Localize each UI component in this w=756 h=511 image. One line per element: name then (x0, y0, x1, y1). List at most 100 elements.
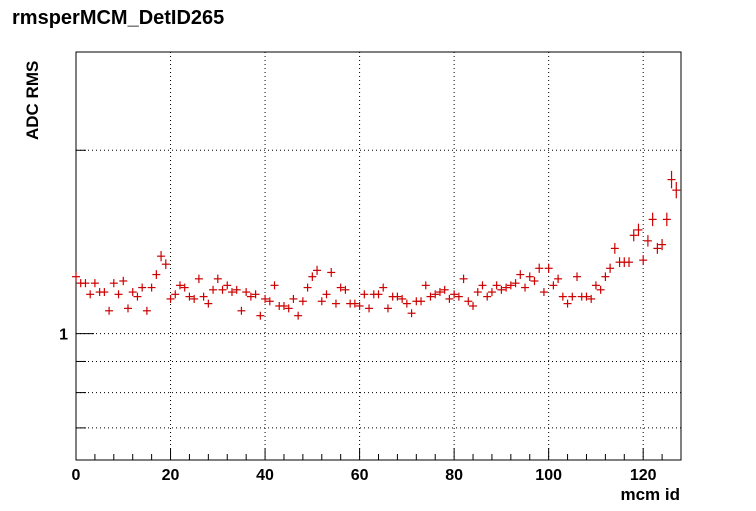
data-point (209, 285, 218, 294)
data-point (525, 272, 534, 282)
data-point (360, 290, 369, 299)
data-point (582, 292, 591, 301)
x-tick-label: 20 (162, 467, 180, 484)
data-point (426, 292, 435, 301)
x-tick-label: 40 (256, 467, 274, 484)
chart-title: rmsperMCM_DetID265 (12, 7, 224, 29)
data-point (298, 297, 307, 306)
data-point (119, 276, 128, 286)
data-point (596, 285, 605, 294)
data-point (662, 212, 671, 227)
data-point (634, 223, 643, 237)
x-tick-label: 0 (72, 467, 81, 484)
data-point (539, 288, 548, 297)
data-point (175, 281, 184, 290)
data-point (350, 299, 359, 308)
data-point (100, 288, 109, 297)
data-point (109, 279, 118, 288)
data-point (587, 294, 596, 303)
data-point (123, 304, 132, 313)
data-point (563, 299, 572, 308)
data-point (445, 294, 454, 303)
data-point (303, 283, 312, 292)
data-point (549, 281, 558, 290)
data-point (331, 299, 340, 308)
data-point (516, 270, 525, 279)
data-point (393, 292, 402, 301)
data-point (653, 242, 662, 254)
data-point (289, 294, 298, 303)
data-point (322, 290, 331, 299)
data-point (341, 285, 350, 294)
data-markers (72, 170, 681, 320)
x-tick-label: 100 (535, 467, 562, 484)
data-point (497, 285, 506, 294)
data-point (218, 285, 227, 294)
data-point (629, 229, 638, 242)
data-point (492, 281, 501, 290)
data-point (185, 292, 194, 301)
data-point (270, 281, 279, 290)
data-point (161, 259, 170, 269)
data-point (658, 238, 667, 251)
data-point (180, 283, 189, 292)
data-point (308, 272, 317, 282)
data-point (554, 274, 563, 284)
data-point (383, 304, 392, 313)
data-point (279, 301, 288, 310)
data-point (317, 297, 326, 306)
data-point (478, 281, 487, 290)
data-point (521, 283, 530, 292)
data-point (142, 306, 151, 315)
data-point (672, 181, 681, 199)
data-point (147, 283, 156, 292)
data-point (544, 263, 553, 273)
data-point (246, 292, 255, 301)
data-point (128, 288, 137, 297)
data-point (610, 242, 619, 254)
data-point (379, 283, 388, 292)
data-point (133, 292, 142, 301)
data-point (284, 304, 293, 313)
data-point (105, 306, 114, 315)
data-point (667, 170, 676, 189)
data-point (469, 301, 478, 310)
data-point (487, 288, 496, 297)
data-point (535, 263, 544, 273)
data-point (355, 301, 364, 310)
data-point (464, 297, 473, 306)
data-point (190, 294, 199, 303)
data-point (530, 276, 539, 286)
data-point (199, 292, 208, 301)
data-point (459, 274, 468, 284)
data-point (440, 285, 449, 294)
data-point (365, 304, 374, 313)
data-point (558, 292, 567, 301)
data-point (227, 288, 236, 297)
data-point (648, 212, 657, 227)
data-point (157, 251, 166, 262)
data-point (171, 290, 180, 299)
x-axis-title: mcm id (620, 485, 680, 504)
data-point (502, 283, 511, 292)
data-point (232, 285, 241, 294)
grid-layer (75, 52, 681, 460)
data-point (90, 279, 99, 288)
data-point (573, 272, 582, 282)
data-point (327, 267, 336, 277)
data-point (237, 306, 246, 315)
data-point (483, 292, 492, 301)
y-axis-title: ADC RMS (23, 61, 42, 140)
data-point (639, 255, 648, 266)
data-point (256, 311, 265, 320)
x-tick-label: 120 (630, 467, 657, 484)
data-point (166, 294, 175, 303)
data-point (294, 311, 303, 320)
data-point (606, 263, 615, 273)
data-point (625, 257, 634, 268)
data-point (86, 290, 95, 299)
data-point (194, 274, 203, 284)
data-point (251, 290, 260, 299)
